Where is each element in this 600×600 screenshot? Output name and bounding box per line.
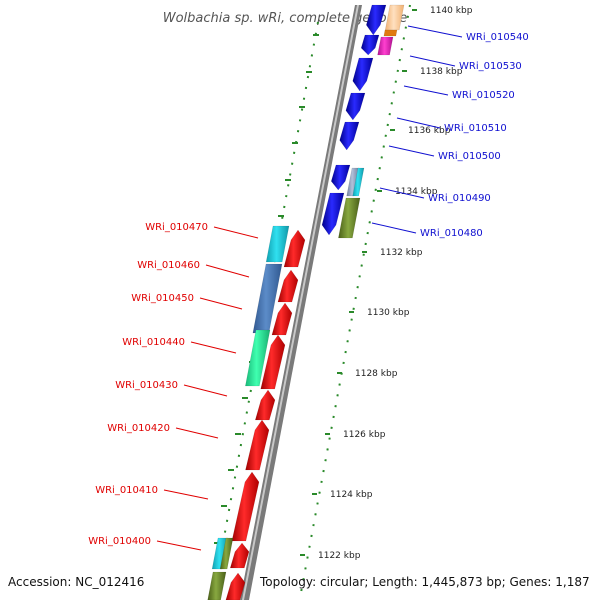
leader-line [388,145,435,157]
gene-arrow-forward[interactable] [254,389,276,421]
leader-line [371,222,417,234]
gene-arrow-reverse[interactable] [352,57,374,92]
feature-orange[interactable] [383,29,398,37]
tick-label: 1136 kbp [408,126,451,136]
feature-peach[interactable] [384,4,405,31]
gene-arrow-forward[interactable] [260,334,286,390]
gene-arrow-reverse[interactable] [366,4,387,36]
gene-arrow-reverse[interactable] [339,121,360,151]
leader-line [163,489,209,500]
gene-arrow-forward[interactable] [229,542,250,569]
gene-label-right[interactable]: WRi_010520 [452,90,515,101]
feature-olive[interactable] [219,537,234,570]
feature-magenta[interactable] [377,36,394,56]
tick-label: 1134 kbp [395,187,438,197]
tick-label: 1138 kbp [420,67,463,77]
tick-label: 1126 kbp [343,430,386,440]
tick-label: 1122 kbp [318,551,361,561]
gene-arrow-forward[interactable] [245,419,270,471]
gene-labels: WRi_010470 WRi_010460 WRi_010450 WRi_010440… [88,25,529,551]
tick-label: 1128 kbp [355,369,398,379]
gene-arrow-reverse[interactable] [360,34,380,56]
gene-arrow-forward[interactable] [231,471,260,542]
gene-label-right[interactable]: WRi_010540 [466,32,529,43]
gene-arrow-forward[interactable] [283,229,306,268]
gene-label-left[interactable]: WRi_010470 [145,222,208,233]
leader-line [403,85,449,96]
gene-label-left[interactable]: WRi_010450 [131,293,194,304]
gene-label-left[interactable]: WRi_010420 [107,423,170,434]
topology-text: Topology: circular; Length: 1,445,873 bp… [259,575,590,589]
leader-line [190,341,237,354]
leader-line [156,540,202,551]
gene-arrow-reverse[interactable] [330,164,351,191]
gene-label-left[interactable]: WRi_010430 [115,380,178,391]
leader-line [205,264,250,278]
leader-line [407,25,463,38]
gene-arrow-forward[interactable] [277,269,299,303]
accession-text: Accession: NC_012416 [8,575,144,589]
leader-line [409,55,456,67]
gene-label-right[interactable]: WRi_010500 [438,151,501,162]
feature-mint[interactable] [245,329,271,387]
leader-line [379,187,425,199]
tick-label: 1132 kbp [380,248,423,258]
gene-arrow-forward[interactable] [225,572,246,600]
reverse-dot-line [299,4,411,599]
gene-arrow-forward[interactable] [271,302,293,336]
leader-line [183,384,228,397]
feature-cyan[interactable] [265,225,290,263]
map-title: Wolbachia sp. wRi, complete genome [163,11,408,26]
feature-olive[interactable] [207,571,227,600]
gene-label-right[interactable]: WRi_010480 [420,228,483,239]
tick-label: 1140 kbp [430,6,473,16]
gene-label-left[interactable]: WRi_010440 [122,337,185,348]
gene-arrow-reverse[interactable] [345,92,366,121]
leader-line [175,427,219,439]
gene-label-right[interactable]: WRi_010510 [444,123,507,134]
leader-line [396,117,441,129]
gene-label-left[interactable]: WRi_010400 [88,536,151,547]
tick-marks: 1140 kbp 1138 kbp 1136 kbp 1134 kbp 1132 kbp… [214,6,473,561]
leader-line [199,297,243,310]
gene-label-left[interactable]: WRi_010460 [137,260,200,271]
gene-label-right[interactable]: WRi_010490 [428,193,491,204]
leader-line [213,226,259,239]
gene-label-right[interactable]: WRi_010530 [459,61,522,72]
feature-olive[interactable] [338,197,361,239]
gene-arrow-reverse[interactable] [321,192,345,236]
gene-label-left[interactable]: WRi_010410 [95,485,158,496]
tick-label: 1124 kbp [330,490,373,500]
feature-cyan[interactable] [352,167,365,197]
genes [207,4,405,600]
genome-backbone-highlight [242,5,359,600]
tick-label: 1130 kbp [367,308,410,318]
